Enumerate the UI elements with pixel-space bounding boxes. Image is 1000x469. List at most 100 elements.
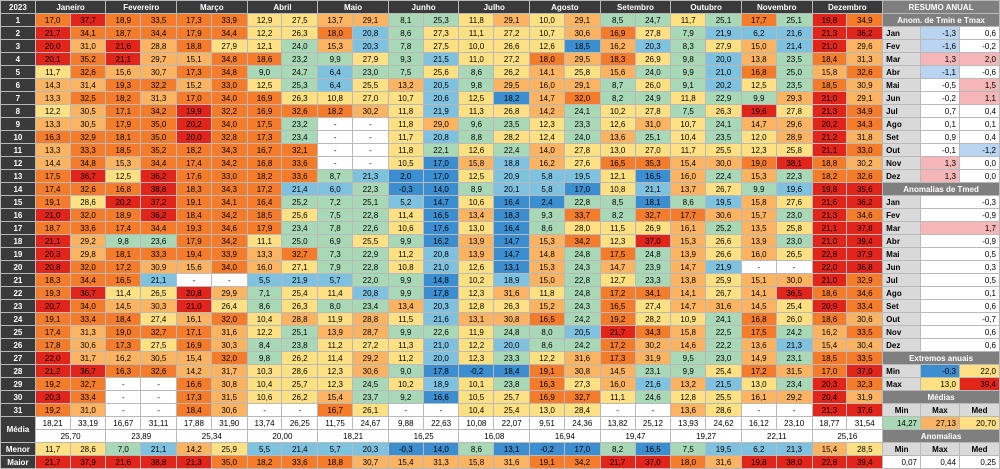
tmax-cell[interactable]: 32,6 [846,169,884,183]
tmax-cell[interactable]: 32,6 [140,364,178,378]
media-avg-value[interactable]: 16,25 [387,429,460,443]
tmax-cell[interactable]: 26,5 [140,286,178,300]
tmin-cell[interactable]: 16,9 [246,91,283,105]
tmed-value[interactable]: -0,7 [920,312,1000,326]
tmax-cell[interactable]: 23,4 [281,130,319,144]
tmax-cell[interactable]: 21,9 [422,104,460,118]
tmin-cell[interactable]: 16,9 [176,338,212,352]
tmax-cell[interactable]: 33,4 [69,390,107,404]
tmax-cell[interactable]: 33,0 [846,143,884,157]
tmin-cell[interactable]: 17,7 [740,13,777,27]
tmax-cell[interactable]: 36,8 [846,260,884,274]
tmax-cell[interactable]: 32,9 [69,130,107,144]
tmin-cell[interactable]: 13,6 [599,130,636,144]
tmin-cell[interactable]: 14,6 [670,338,707,352]
tmin-cell[interactable]: - [599,403,636,417]
tmin-cell[interactable]: 18,6 [811,286,848,300]
tmin-cell[interactable]: 11,1 [599,390,636,404]
tmin-cell[interactable]: 14,1 [670,286,707,300]
tmin-cell[interactable]: 15,6 [105,65,142,79]
tmax-cell[interactable]: 23,1 [634,364,672,378]
tmax-cell[interactable]: 35,2 [140,143,178,157]
tmax-cell[interactable]: 20,0 [422,351,460,365]
anom-month[interactable]: Mai [882,78,922,92]
tmin-cell[interactable]: 10,3 [246,364,283,378]
tmax-cell[interactable]: 34,4 [140,26,178,40]
tmin-cell[interactable]: 6,2 [740,26,777,40]
tmin-cell[interactable]: 12,5 [246,78,283,92]
tmin-cell[interactable]: 7,5 [387,65,424,79]
anom-tmax[interactable]: 2,0 [958,52,1000,66]
tmax-cell[interactable]: 25,6 [422,65,460,79]
tmax-cell[interactable]: 28,6 [705,403,742,417]
tmax-cell[interactable]: 32,0 [210,312,248,326]
tmin-cell[interactable]: 13,7 [317,13,354,27]
media-label[interactable]: Média [0,416,36,443]
tmin-cell[interactable]: 16,8 [246,156,283,170]
tmax-cell[interactable]: 16,2 [422,234,460,248]
tmax-cell[interactable]: 32,8 [210,130,248,144]
tmax-cell[interactable]: 34,4 [210,26,248,40]
tmax-cell[interactable]: 37,2 [140,195,178,209]
tmin-cell[interactable]: 15,2 [529,299,565,313]
maior-value[interactable]: 38,0 [775,455,813,469]
tmin-cell[interactable]: 12,8 [458,299,495,313]
tmax-cell[interactable]: 25,6 [281,208,319,222]
day-number[interactable]: 9 [0,117,36,131]
tmed-value[interactable]: 0,3 [920,260,1000,274]
tmin-cell[interactable]: 11,1 [458,26,495,40]
tmin-cell[interactable]: 18,2 [176,143,212,157]
anom-tmax[interactable]: 1,1 [958,91,1000,105]
tmin-cell[interactable]: 12,2 [246,325,283,339]
tmax-cell[interactable]: 29,0 [422,117,460,131]
tmax-cell[interactable]: 22,4 [705,169,742,183]
tmax-cell[interactable]: 23,4 [775,377,813,391]
tmax-cell[interactable]: 27,9 [705,39,742,53]
tmin-cell[interactable]: 13,2 [387,78,424,92]
tmax-cell[interactable]: 31,6 [563,351,601,365]
ext-max-label[interactable]: Max [882,377,922,391]
tmax-cell[interactable]: 20,1 [493,182,531,196]
tmed-value[interactable]: 0,6 [920,325,1000,339]
tmax-cell[interactable]: 26,2 [281,351,319,365]
tmin-cell[interactable]: 13,9 [317,325,354,339]
media-value[interactable]: 22,63 [422,416,460,430]
tmax-cell[interactable]: 26,3 [705,104,742,118]
tmin-cell[interactable]: 15,3 [670,234,707,248]
tmax-cell[interactable]: 17,0 [422,156,460,170]
tmax-cell[interactable]: 27,5 [140,338,178,352]
tmin-cell[interactable]: 10,4 [246,312,283,326]
tmin-cell[interactable]: 6,4 [317,65,354,79]
tmin-cell[interactable]: 7,3 [317,247,354,261]
tmin-cell[interactable]: 20,7 [34,299,71,313]
maior-value[interactable]: 18,2 [246,455,283,469]
tmed-value[interactable]: 0,6 [920,299,1000,313]
tmax-cell[interactable]: 20,9 [493,169,531,183]
tmin-cell[interactable]: 11,7 [387,130,424,144]
tmax-cell[interactable]: 31,8 [846,130,884,144]
tmin-cell[interactable]: 18,1 [105,130,142,144]
tmin-cell[interactable]: 12,2 [458,338,495,352]
tmax-cell[interactable]: 34,2 [210,234,248,248]
tmax-cell[interactable]: 31,0 [69,403,107,417]
day-number[interactable]: 1 [0,13,36,27]
tmin-cell[interactable]: 19,4 [176,247,212,261]
tmin-cell[interactable]: 7,5 [670,104,707,118]
tmax-cell[interactable]: 28,9 [775,130,813,144]
month-header[interactable]: Maio [317,0,389,14]
tmin-cell[interactable]: 11,5 [387,312,424,326]
tmin-cell[interactable]: 19,1 [176,195,212,209]
day-number[interactable]: 6 [0,78,36,92]
tmax-cell[interactable]: 32,9 [846,273,884,287]
tmin-cell[interactable]: 8,9 [458,182,495,196]
menor-value[interactable]: 7,0 [105,442,142,456]
tmin-cell[interactable]: 9,3 [387,52,424,66]
tmax-cell[interactable]: 25,1 [281,325,319,339]
tmax-cell[interactable]: 24,1 [705,312,742,326]
menor-value[interactable]: 25,9 [210,442,248,456]
tmax-cell[interactable]: 26,0 [775,312,813,326]
tmax-cell[interactable]: 30,0 [775,273,813,287]
tmax-cell[interactable]: 24,1 [563,104,601,118]
tmin-cell[interactable]: 21,0 [811,273,848,287]
month-header[interactable]: Agosto [529,0,601,14]
